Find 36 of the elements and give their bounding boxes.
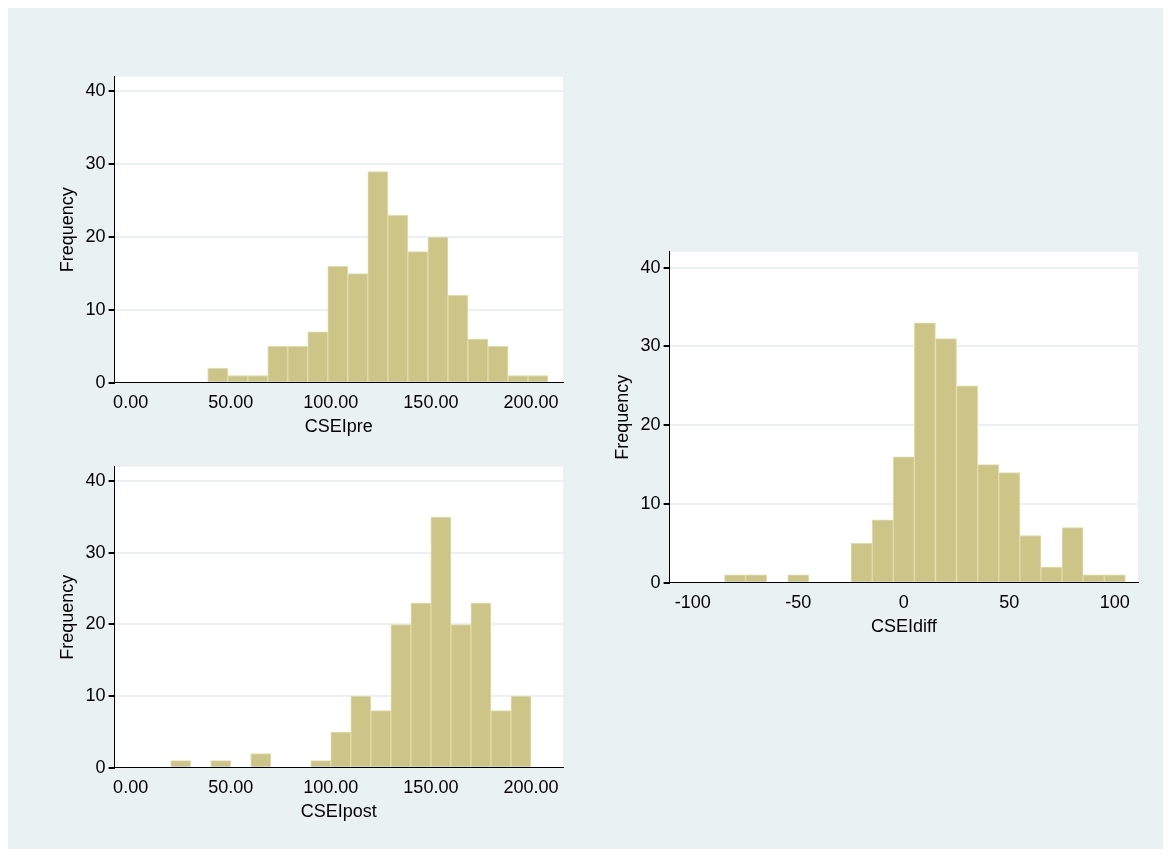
y-tick-label: 40: [640, 256, 661, 277]
x-tick-label: 200.00: [503, 776, 559, 797]
x-tick-label: 50: [999, 591, 1020, 612]
x-tick-label: 50.00: [208, 776, 254, 797]
x-tick-label: 200.00: [503, 391, 559, 412]
x-tick-label: -50: [785, 591, 812, 612]
y-tick-label: 0: [650, 571, 661, 592]
x-tick-label: 150.00: [403, 391, 459, 412]
y-tick-label: 20: [85, 613, 106, 634]
y-tick-label: 40: [85, 80, 106, 101]
y-tick-label: 0: [95, 371, 106, 392]
y-tick-label: 30: [640, 335, 661, 356]
x-tick-label: 100: [1099, 591, 1130, 612]
y-tick-label: 10: [640, 492, 661, 513]
x-tick-label: 50.00: [208, 391, 254, 412]
x-axis-title: CSEIdiff: [870, 616, 938, 637]
y-axis-title: Frequency: [611, 374, 632, 460]
y-axis-title: Frequency: [56, 574, 77, 660]
y-tick-label: 30: [85, 153, 106, 174]
y-tick-label: 0: [95, 756, 106, 777]
y-tick-label: 40: [85, 470, 106, 491]
x-tick-label: 150.00: [403, 776, 459, 797]
x-tick-label: 0.00: [113, 391, 149, 412]
y-tick-label: 20: [640, 414, 661, 435]
x-axis-title: CSEIpre: [304, 416, 373, 437]
y-tick-label: 20: [85, 226, 106, 247]
x-tick-label: -100: [674, 591, 711, 612]
x-tick-label: 0: [898, 591, 909, 612]
x-tick-label: 100.00: [303, 391, 359, 412]
x-tick-label: 0.00: [113, 776, 149, 797]
y-tick-label: 30: [85, 541, 106, 562]
x-tick-label: 100.00: [303, 776, 359, 797]
y-tick-label: 10: [85, 298, 106, 319]
y-axis-title: Frequency: [56, 187, 77, 273]
x-axis-title: CSEIpost: [300, 801, 377, 822]
y-tick-label: 10: [85, 685, 106, 706]
